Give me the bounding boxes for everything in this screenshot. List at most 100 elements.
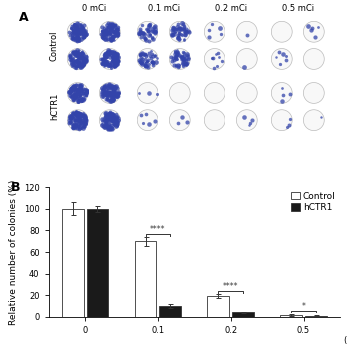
Point xyxy=(76,86,82,91)
Point xyxy=(169,58,175,64)
Point xyxy=(80,90,85,96)
Point xyxy=(104,61,110,66)
Point xyxy=(111,37,117,42)
Point xyxy=(111,50,117,56)
Point xyxy=(143,62,148,68)
Point xyxy=(153,59,159,65)
Point xyxy=(170,55,176,61)
Point xyxy=(76,31,82,36)
Point xyxy=(102,124,107,130)
Point xyxy=(178,24,183,30)
Point xyxy=(175,49,181,55)
Point xyxy=(105,50,110,55)
Point xyxy=(179,55,185,60)
Point xyxy=(70,110,75,115)
Point xyxy=(77,54,83,59)
Point xyxy=(101,32,107,37)
Point xyxy=(71,26,77,32)
Point xyxy=(78,120,83,125)
Point xyxy=(80,112,85,118)
Point xyxy=(152,52,158,58)
Point xyxy=(183,61,188,67)
Point xyxy=(79,111,84,117)
Point xyxy=(69,56,75,62)
Point xyxy=(77,92,83,98)
Point xyxy=(84,90,89,96)
Point xyxy=(103,82,109,88)
Point xyxy=(72,51,77,57)
Point xyxy=(181,50,186,55)
Point xyxy=(80,61,85,66)
Point xyxy=(69,86,75,91)
Point xyxy=(113,26,119,32)
Point xyxy=(71,83,77,88)
Point xyxy=(76,93,82,99)
Point xyxy=(71,62,77,68)
Point xyxy=(71,86,77,92)
Point xyxy=(71,59,77,65)
Point xyxy=(114,61,120,67)
Point xyxy=(77,92,82,97)
Point xyxy=(72,32,77,38)
Point xyxy=(170,24,176,30)
Point xyxy=(107,48,112,54)
Point xyxy=(102,62,108,68)
Point xyxy=(76,38,82,44)
Point xyxy=(103,120,109,126)
Point xyxy=(74,115,79,121)
Point xyxy=(81,52,86,58)
Circle shape xyxy=(169,110,190,131)
Point xyxy=(215,50,220,56)
Point xyxy=(73,29,79,34)
Point xyxy=(107,48,112,54)
Point xyxy=(209,55,215,61)
Point xyxy=(142,52,147,58)
Point xyxy=(114,32,120,38)
Point xyxy=(107,124,113,129)
Point xyxy=(184,52,190,58)
Point xyxy=(69,84,75,89)
Point xyxy=(150,63,156,68)
Point xyxy=(143,38,149,43)
Point xyxy=(146,90,152,96)
Point xyxy=(172,51,178,57)
Point xyxy=(103,123,109,128)
Point xyxy=(146,25,152,31)
Point xyxy=(103,28,108,33)
Point xyxy=(107,36,112,42)
Point xyxy=(80,28,85,33)
Point xyxy=(152,24,157,30)
Point xyxy=(110,112,116,118)
Point xyxy=(76,49,81,54)
Point xyxy=(107,31,112,37)
Point xyxy=(107,126,113,131)
Point xyxy=(68,86,74,91)
Point xyxy=(72,93,77,98)
Bar xyxy=(159,306,181,317)
Point xyxy=(75,86,81,92)
Point xyxy=(112,52,118,57)
Point xyxy=(82,58,88,63)
Point xyxy=(106,125,111,130)
Point xyxy=(107,23,112,28)
Point xyxy=(100,34,105,40)
Point xyxy=(113,59,118,65)
Point xyxy=(108,37,113,43)
Point xyxy=(74,111,79,117)
Point xyxy=(183,29,189,35)
Point xyxy=(102,121,107,127)
Point xyxy=(69,63,75,69)
Point xyxy=(75,99,81,105)
Point xyxy=(84,117,89,122)
Point xyxy=(109,57,115,63)
Circle shape xyxy=(271,82,292,103)
Text: 0 mCi: 0 mCi xyxy=(82,4,106,13)
Point xyxy=(109,31,114,37)
Point xyxy=(74,25,79,31)
Point xyxy=(75,20,80,26)
Point xyxy=(111,91,117,96)
Point xyxy=(111,121,117,126)
Point xyxy=(80,123,86,129)
Point xyxy=(74,86,80,92)
Point xyxy=(75,26,81,32)
